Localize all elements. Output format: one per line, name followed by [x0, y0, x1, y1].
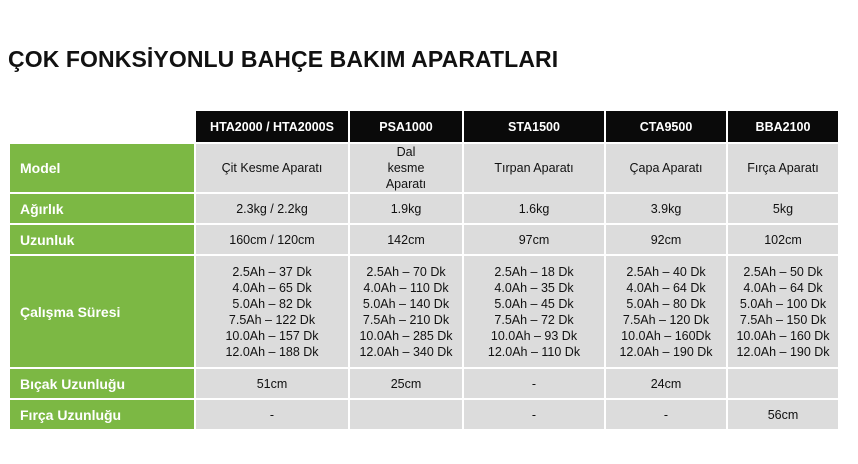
- row-label: Uzunluk: [8, 223, 196, 256]
- runtime-line: 12.0Ah – 190 Dk: [619, 344, 713, 359]
- table-cell: 102cm: [726, 223, 840, 256]
- table-row: Bıçak Uzunluğu 51cm 25cm -24cm: [8, 367, 840, 400]
- table-cell: 2.5Ah – 18 Dk 4.0Ah – 35 Dk 5.0Ah – 45 Dk 7…: [462, 254, 606, 369]
- table-cell: 2.3kg / 2.2kg: [194, 192, 350, 225]
- page-title: ÇOK FONKSİYONLU BAHÇE BAKIM APARATLARI: [8, 46, 559, 72]
- runtime-line: 2.5Ah – 70 Dk: [366, 264, 446, 279]
- table-cell: 56cm: [726, 398, 840, 431]
- row-label: Ağırlık: [8, 192, 196, 225]
- table-cell: 5kg: [726, 192, 840, 225]
- runtime-line: 7.5Ah – 72 Dk: [494, 312, 574, 327]
- runtime-line: 10.0Ah – 160Dk: [621, 328, 711, 343]
- table-cell: 2.5Ah – 40 Dk 4.0Ah – 64 Dk 5.0Ah – 80 Dk 7…: [604, 254, 728, 369]
- runtime-line: 5.0Ah – 82 Dk: [232, 296, 312, 311]
- column-header: PSA1000: [348, 109, 464, 144]
- table-row: Model Çit Kesme Aparatı Dal kesme Aparatı T…: [8, 142, 840, 194]
- table-cell: 24cm: [604, 367, 728, 400]
- table-cell: -: [604, 398, 728, 431]
- table-cell: 2.5Ah – 37 Dk 4.0Ah – 65 Dk 5.0Ah – 82 Dk 7…: [194, 254, 350, 369]
- row-label: Fırça Uzunluğu: [8, 398, 196, 431]
- runtime-line: 10.0Ah – 160 Dk: [736, 328, 830, 343]
- table-cell: -: [462, 367, 606, 400]
- table-cell: -: [462, 398, 606, 431]
- column-header: CTA9500: [604, 109, 728, 144]
- runtime-line: 12.0Ah – 110 Dk: [487, 344, 581, 359]
- table-cell: Tırpan Aparatı: [462, 142, 606, 194]
- table-cell: Dal kesme Aparatı: [348, 142, 464, 194]
- column-header: STA1500: [462, 109, 606, 144]
- runtime-line: 5.0Ah – 100 Dk: [739, 296, 827, 311]
- runtime-line: 4.0Ah – 64 Dk: [743, 280, 823, 295]
- runtime-line: 4.0Ah – 65 Dk: [232, 280, 312, 295]
- table-row: Çalışma Süresi 2.5Ah – 37 Dk 4.0Ah – 65 Dk…: [8, 254, 840, 369]
- runtime-line: 4.0Ah – 64 Dk: [626, 280, 706, 295]
- table-cell: 3.9kg: [604, 192, 728, 225]
- table-row: Ağırlık 2.3kg / 2.2kg 1.9kg 1.6kg 3.9kg 5kg: [8, 192, 840, 225]
- table-cell: [726, 367, 840, 400]
- runtime-line: 5.0Ah – 80 Dk: [626, 296, 706, 311]
- runtime-line: 12.0Ah – 340 Dk: [359, 344, 453, 359]
- table-cell: 97cm: [462, 223, 606, 256]
- table-cell: 25cm: [348, 367, 464, 400]
- runtime-line: 10.0Ah – 157 Dk: [225, 328, 319, 343]
- table-cell: 1.6kg: [462, 192, 606, 225]
- table-cell: Çit Kesme Aparatı: [194, 142, 350, 194]
- runtime-line: 12.0Ah – 188 Dk: [225, 344, 319, 359]
- runtime-line: 10.0Ah – 93 Dk: [490, 328, 578, 343]
- table-cell: Çapa Aparatı: [604, 142, 728, 194]
- runtime-line: 5.0Ah – 45 Dk: [494, 296, 574, 311]
- runtime-line: 7.5Ah – 210 Dk: [362, 312, 450, 327]
- table-cell: Fırça Aparatı: [726, 142, 840, 194]
- runtime-line: 4.0Ah – 110 Dk: [363, 280, 449, 295]
- runtime-line: 2.5Ah – 40 Dk: [626, 264, 706, 279]
- runtime-line: 5.0Ah – 140 Dk: [362, 296, 450, 311]
- column-header: HTA2000 / HTA2000S: [194, 109, 350, 144]
- runtime-line: 7.5Ah – 122 Dk: [228, 312, 316, 327]
- table-row: Uzunluk 160cm / 120cm 142cm 97cm 92cm 102cm: [8, 223, 840, 256]
- corner-cell: [8, 109, 196, 144]
- spec-table: HTA2000 / HTA2000S PSA1000 STA1500 CTA9500 B…: [8, 109, 840, 431]
- table-cell: 2.5Ah – 50 Dk 4.0Ah – 64 Dk 5.0Ah – 100 Dk…: [726, 254, 840, 369]
- row-label: Çalışma Süresi: [8, 254, 196, 369]
- runtime-line: 2.5Ah – 50 Dk: [743, 264, 823, 279]
- table-cell: 51cm: [194, 367, 350, 400]
- table-cell: 160cm / 120cm: [194, 223, 350, 256]
- runtime-line: 2.5Ah – 37 Dk: [232, 264, 312, 279]
- runtime-line: 7.5Ah – 120 Dk: [622, 312, 710, 327]
- column-header: BBA2100: [726, 109, 840, 144]
- runtime-line: 2.5Ah – 18 Dk: [494, 264, 574, 279]
- runtime-line: 10.0Ah – 285 Dk: [359, 328, 453, 343]
- table-cell: -: [194, 398, 350, 431]
- table-cell: 142cm: [348, 223, 464, 256]
- runtime-line: 7.5Ah – 150 Dk: [739, 312, 827, 327]
- table-cell: [348, 398, 464, 431]
- table-cell: 2.5Ah – 70 Dk 4.0Ah – 110 Dk 5.0Ah – 140 D…: [348, 254, 464, 369]
- table-cell: 92cm: [604, 223, 728, 256]
- table-cell: 1.9kg: [348, 192, 464, 225]
- runtime-line: 12.0Ah – 190 Dk: [736, 344, 830, 359]
- runtime-line: 4.0Ah – 35 Dk: [494, 280, 574, 295]
- table-row: Fırça Uzunluğu - - -56cm: [8, 398, 840, 431]
- row-label: Bıçak Uzunluğu: [8, 367, 196, 400]
- row-label: Model: [8, 142, 196, 194]
